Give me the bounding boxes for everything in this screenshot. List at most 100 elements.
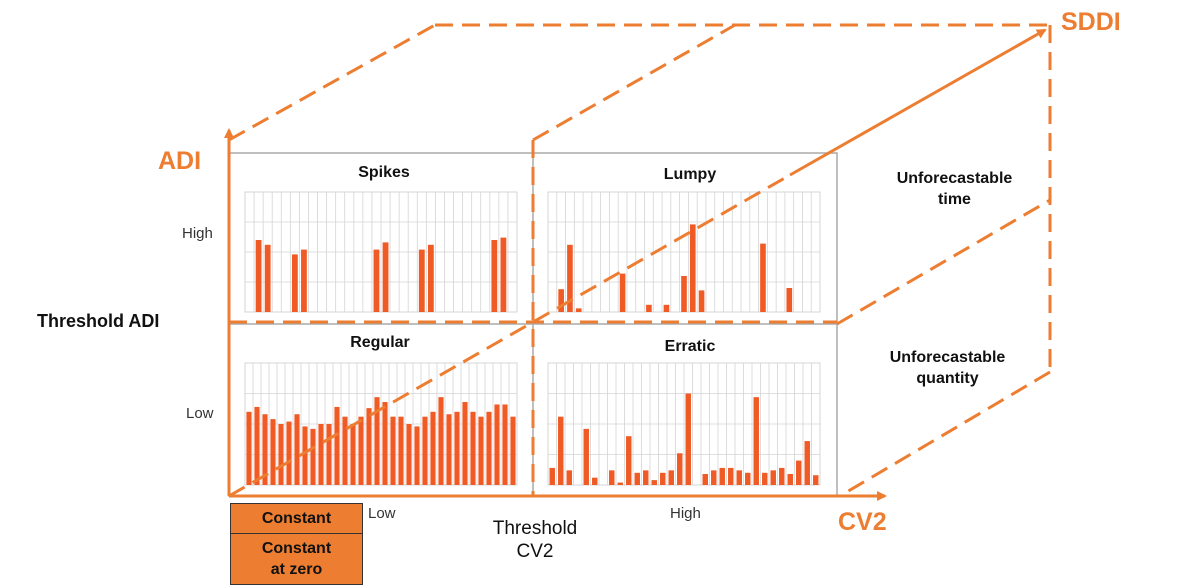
bar bbox=[558, 416, 564, 485]
bar bbox=[470, 411, 476, 485]
cv2-axis-title: CV2 bbox=[838, 508, 887, 536]
constant-box: Constant bbox=[230, 503, 363, 534]
bar bbox=[646, 304, 652, 312]
bar bbox=[373, 249, 380, 312]
bar bbox=[366, 408, 372, 485]
bar bbox=[478, 416, 484, 485]
bar bbox=[681, 276, 687, 312]
bar bbox=[318, 424, 324, 485]
bar bbox=[334, 406, 340, 485]
bar bbox=[374, 397, 380, 485]
bar bbox=[753, 397, 759, 485]
bar bbox=[254, 406, 260, 485]
spikes-chart bbox=[244, 191, 518, 313]
bar bbox=[583, 428, 589, 485]
unforecastable-quantity-label: Unforecastable quantity bbox=[855, 347, 1040, 389]
bar bbox=[286, 421, 292, 485]
bar bbox=[491, 240, 498, 312]
bar bbox=[617, 482, 623, 485]
bar bbox=[762, 472, 768, 485]
bar bbox=[486, 411, 492, 485]
constant-at-zero-line1: Constant bbox=[261, 540, 332, 557]
bar bbox=[663, 304, 670, 312]
bar bbox=[719, 467, 725, 485]
bar bbox=[668, 470, 674, 485]
bar bbox=[549, 467, 555, 485]
bar bbox=[291, 254, 298, 312]
bar bbox=[736, 470, 742, 485]
bar bbox=[626, 436, 632, 485]
bar bbox=[500, 237, 507, 312]
bar bbox=[760, 243, 766, 312]
bar bbox=[454, 411, 460, 485]
cube-edge-top-mid bbox=[532, 23, 736, 142]
bar bbox=[270, 419, 276, 485]
bar bbox=[494, 404, 500, 485]
regular-title: Regular bbox=[350, 334, 410, 351]
bar bbox=[430, 411, 436, 485]
bar bbox=[702, 474, 708, 485]
bar bbox=[438, 397, 444, 485]
bar bbox=[651, 480, 657, 485]
bar bbox=[262, 414, 268, 485]
regular-chart bbox=[244, 362, 518, 486]
adi-tick-low: Low bbox=[186, 405, 214, 422]
bar bbox=[660, 472, 666, 485]
adi-tick-high: High bbox=[182, 225, 213, 242]
bar bbox=[302, 426, 308, 485]
bar bbox=[510, 416, 516, 485]
erratic-chart bbox=[547, 362, 821, 486]
spikes-title: Spikes bbox=[358, 164, 410, 181]
bar bbox=[779, 467, 785, 485]
bar bbox=[813, 475, 819, 485]
unforecastable-quantity-line2: quantity bbox=[916, 370, 979, 387]
cube-edge-mid-right bbox=[836, 198, 1051, 326]
unforecastable-quantity-line1: Unforecastable bbox=[889, 349, 1006, 366]
cube-edge-bottom-right bbox=[839, 370, 1051, 498]
bar bbox=[422, 416, 428, 485]
bar bbox=[643, 470, 649, 485]
bar bbox=[804, 441, 810, 485]
bar bbox=[770, 470, 776, 485]
bar bbox=[609, 470, 615, 485]
bar bbox=[575, 308, 582, 312]
bar bbox=[246, 411, 252, 485]
bar bbox=[634, 472, 640, 485]
unforecastable-time-line1: Unforecastable bbox=[896, 170, 1013, 187]
bar bbox=[406, 424, 412, 485]
constant-at-zero-line2: at zero bbox=[270, 561, 323, 578]
bar bbox=[398, 416, 404, 485]
bar bbox=[278, 424, 284, 485]
sddi-axis bbox=[789, 28, 1047, 177]
bar bbox=[427, 244, 434, 312]
bar bbox=[502, 404, 508, 485]
bar bbox=[301, 249, 307, 312]
bar bbox=[796, 460, 802, 485]
bar bbox=[677, 453, 683, 485]
constant-at-zero-box: Constant at zero bbox=[230, 533, 363, 585]
bar bbox=[342, 416, 348, 485]
bar bbox=[446, 414, 452, 485]
unforecastable-time-line2: time bbox=[938, 191, 971, 208]
cv2-tick-high: High bbox=[670, 505, 701, 522]
bar bbox=[787, 474, 793, 485]
bar bbox=[414, 426, 420, 485]
threshold-adi-label: Threshold ADI bbox=[37, 311, 160, 331]
bar bbox=[294, 414, 300, 485]
threshold-cv2-label: Threshold CV2 bbox=[470, 517, 600, 563]
bar bbox=[745, 472, 751, 485]
bar bbox=[264, 244, 271, 312]
lumpy-chart bbox=[547, 191, 821, 313]
bar bbox=[382, 242, 389, 312]
bar bbox=[390, 416, 396, 485]
bar bbox=[418, 249, 425, 312]
bar bbox=[592, 477, 598, 485]
lumpy-title: Lumpy bbox=[663, 166, 717, 183]
bar bbox=[711, 470, 717, 485]
unforecastable-time-label: Unforecastable time bbox=[862, 168, 1047, 210]
threshold-cv2-line1: Threshold bbox=[492, 518, 578, 539]
bar bbox=[255, 240, 262, 312]
bar bbox=[558, 289, 564, 312]
bar bbox=[350, 424, 356, 485]
